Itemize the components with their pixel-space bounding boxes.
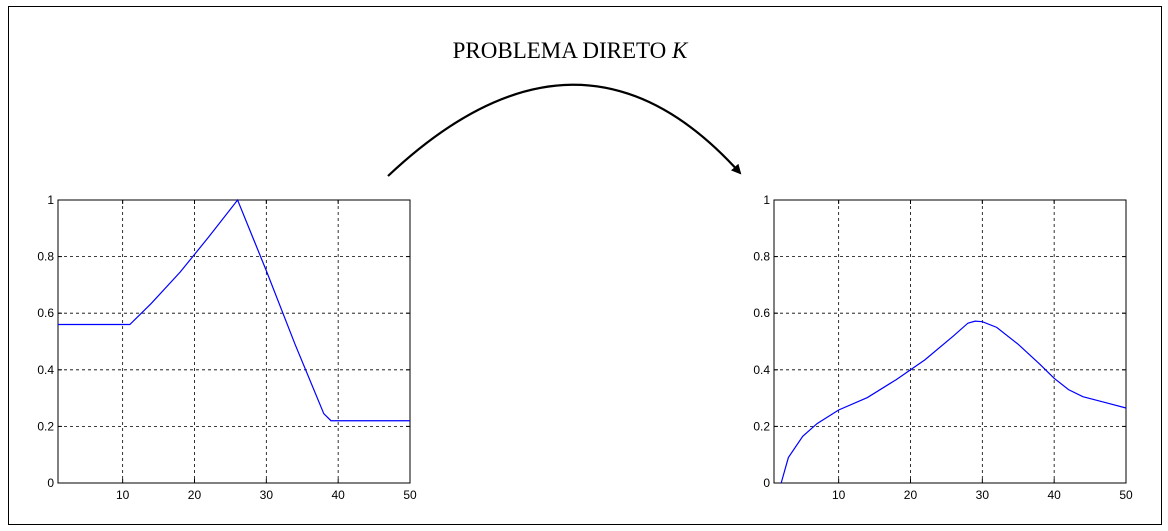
x-tick-label: 10: [116, 488, 130, 502]
y-tick-label: 0.6: [37, 306, 54, 320]
y-tick-label: 0.4: [753, 363, 770, 377]
title-text: PROBLEMA DIRETO: [452, 38, 673, 63]
x-tick-label: 50: [403, 488, 417, 502]
x-tick-label: 30: [260, 488, 274, 502]
curved-arrow-icon: [387, 83, 742, 177]
x-tick-label: 30: [976, 488, 990, 502]
y-tick-label: 0: [763, 476, 770, 490]
y-tick-label: 0.6: [753, 306, 770, 320]
x-tick-label: 20: [188, 488, 202, 502]
y-tick-label: 0.8: [753, 250, 770, 264]
title-symbol-k: K: [672, 38, 688, 63]
y-tick-label: 0.2: [753, 419, 770, 433]
x-tick-label: 40: [1047, 488, 1061, 502]
axes-box: [773, 199, 1127, 484]
figure-frame: [8, 6, 1162, 525]
series-line: [58, 198, 410, 422]
y-tick-label: 1: [47, 193, 54, 207]
axes-box: [57, 199, 411, 484]
y-tick-label: 0.4: [37, 363, 54, 377]
x-tick-label: 40: [331, 488, 345, 502]
y-tick-label: 0.2: [37, 419, 54, 433]
right-chart: 10 20 30 40 50 0 0.2 0.4 0.6 0.8 1: [753, 193, 1133, 502]
y-tick-label: 0.8: [37, 250, 54, 264]
y-tick-label: 0: [47, 476, 54, 490]
y-tick-label: 1: [763, 193, 770, 207]
x-tick-label: 50: [1119, 488, 1133, 502]
figure-title: PROBLEMA DIRETO K: [400, 38, 740, 64]
x-tick-label: 10: [832, 488, 846, 502]
x-tick-label: 20: [904, 488, 918, 502]
left-chart: 10 20 30 40 50 0 0.2 0.4 0.6 0.8 1: [37, 193, 417, 502]
series-line: [780, 320, 1127, 484]
